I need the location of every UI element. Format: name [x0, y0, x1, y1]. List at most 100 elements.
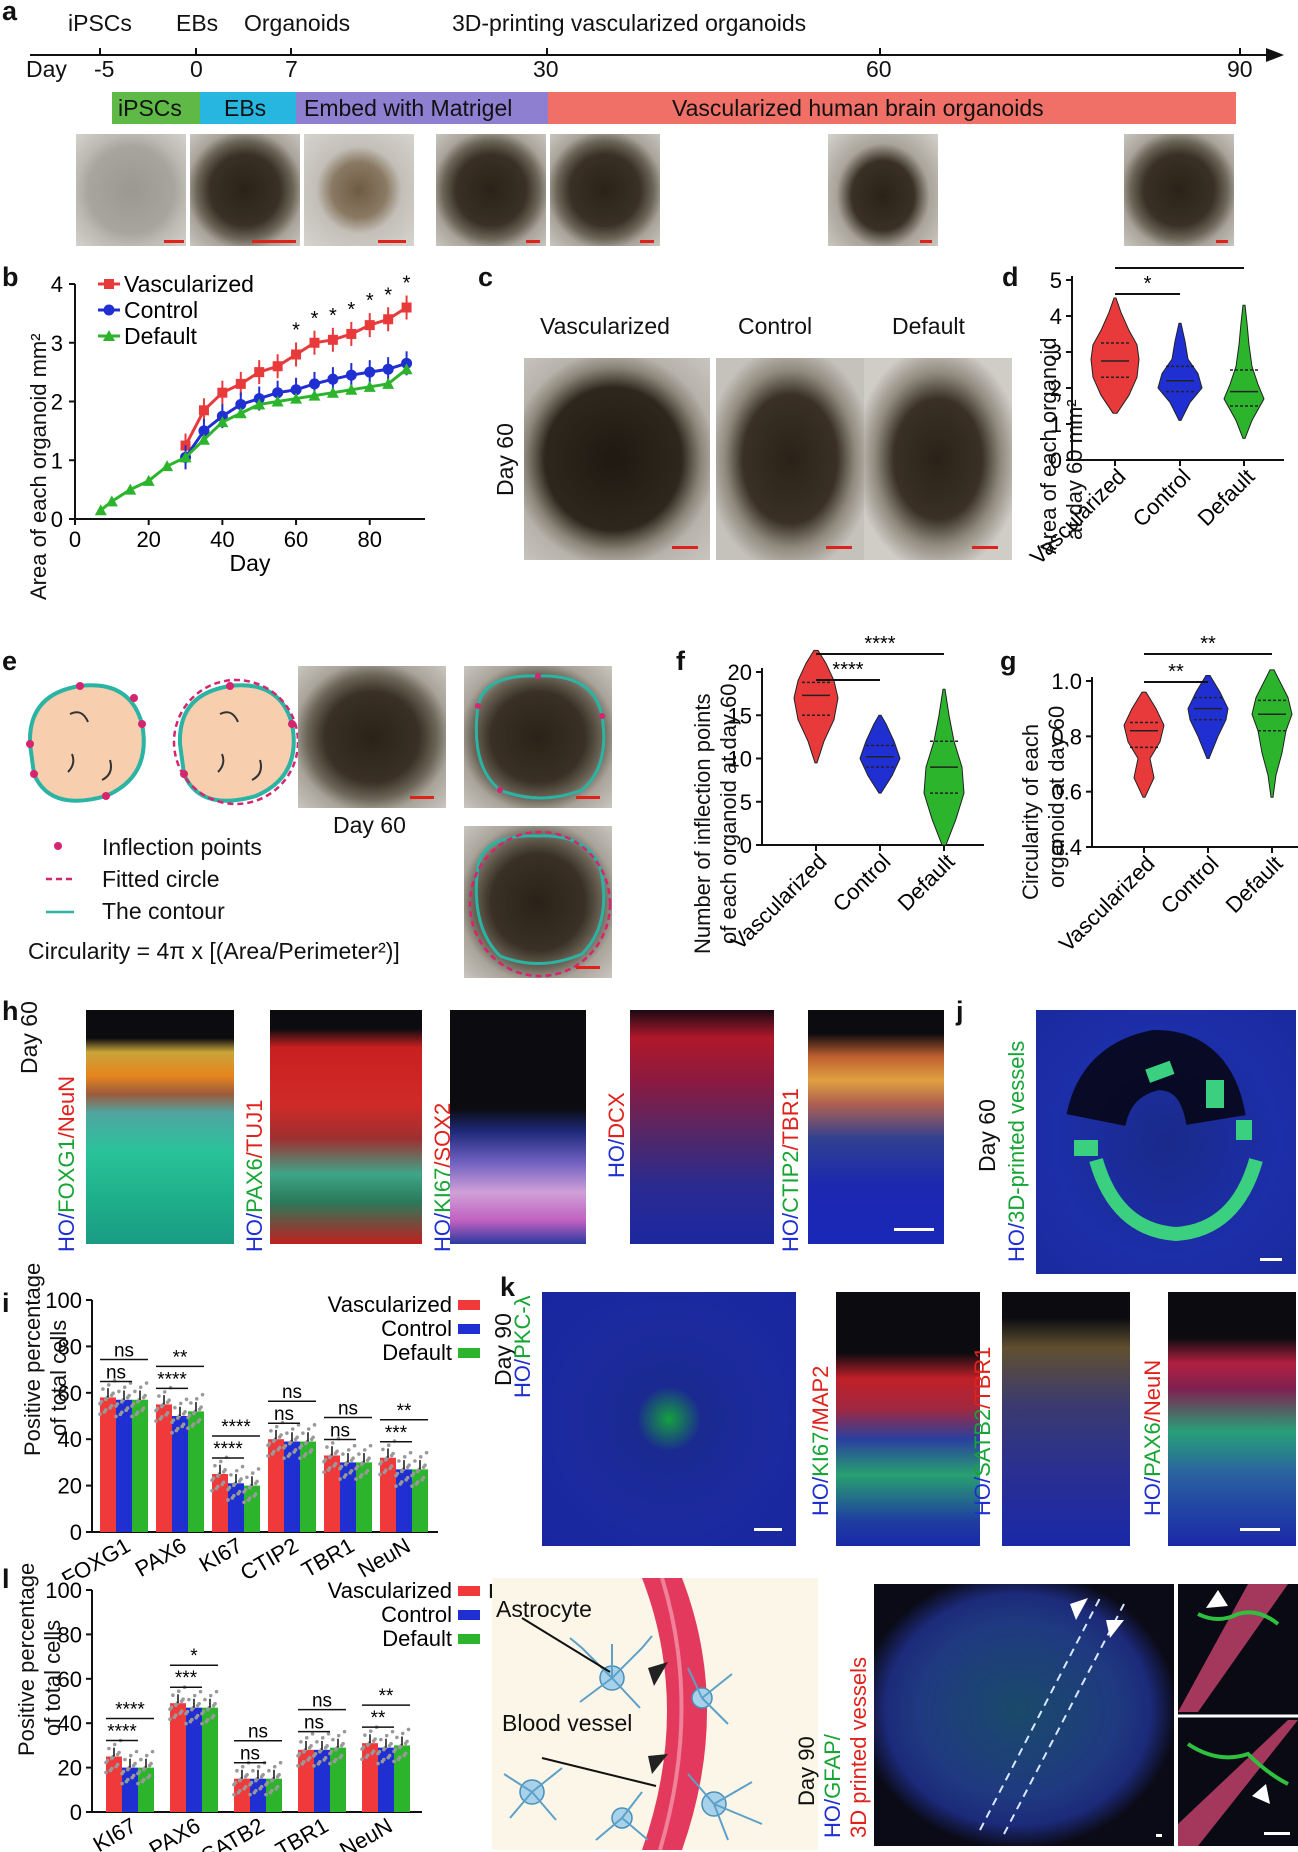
panel-label-e: e: [2, 646, 18, 676]
panel-j-row-label: Day 60: [974, 1099, 1000, 1172]
significance-label: ns: [248, 1722, 268, 1743]
data-dot: [232, 1792, 236, 1797]
data-dot: [380, 1759, 385, 1764]
data-point: [197, 433, 210, 445]
chart-g-ylabel-1: Circularity of each: [1018, 723, 1043, 900]
micrograph-day60: [828, 134, 938, 246]
data-dot: [376, 1761, 380, 1766]
data-dot: [226, 1498, 230, 1502]
data-dot: [322, 1470, 326, 1474]
data-dot: [187, 1697, 191, 1702]
data-dot: [386, 1755, 390, 1760]
legend-label: Vascularized: [328, 1578, 452, 1603]
data-dot: [392, 1749, 396, 1754]
data-dot: [296, 1764, 300, 1768]
data-dot: [200, 1711, 204, 1716]
data-point: [272, 361, 283, 372]
data-dot: [174, 1703, 178, 1708]
bar-pax6-control: [172, 1416, 188, 1532]
data-dot: [259, 1774, 264, 1779]
data-dot: [180, 1424, 184, 1429]
micrograph-c-control: [716, 358, 864, 560]
data-dot: [98, 1412, 102, 1416]
significance-label: ns: [106, 1362, 126, 1383]
stage-vascularized: Vascularized human brain organoids: [548, 92, 1236, 124]
bar-ki67-default: [244, 1485, 260, 1532]
y-tick-label: 80: [58, 1622, 82, 1647]
fluor-k-satb2-tbr1: [1002, 1292, 1130, 1546]
data-dot: [210, 1715, 214, 1720]
data-dot: [168, 1707, 172, 1712]
data-dot: [382, 1747, 386, 1752]
legend-contour: The contour: [102, 898, 225, 924]
bar-ki67-vascularized: [106, 1756, 122, 1812]
data-dot: [339, 1743, 344, 1748]
data-dot: [232, 1483, 236, 1488]
data-dot: [331, 1737, 335, 1742]
data-dot: [307, 1746, 312, 1750]
significance-label: **: [371, 1708, 386, 1729]
data-dot: [214, 1689, 219, 1694]
data-dot: [126, 1767, 130, 1772]
data-dot: [338, 1466, 342, 1471]
significance-label: ns: [274, 1404, 294, 1425]
data-dot: [142, 1767, 146, 1772]
timeline-tick: 90: [1227, 56, 1253, 82]
data-dot: [272, 1439, 276, 1444]
y-tick-label: 20: [58, 1756, 82, 1781]
data-dot: [136, 1400, 140, 1404]
data-dot: [400, 1469, 404, 1474]
y-tick-label: 10: [728, 747, 752, 772]
chart-d-ylabel-1: Area of each organoid: [1036, 337, 1061, 555]
data-point: [271, 395, 284, 407]
data-dot: [269, 1429, 273, 1433]
bar-tbr1-vascularized: [298, 1749, 314, 1812]
data-dot: [198, 1689, 203, 1694]
data-dot: [128, 1753, 133, 1758]
x-axis-label: Day: [230, 550, 271, 576]
bar-tbr1-default: [330, 1747, 346, 1812]
data-dot: [112, 1742, 117, 1747]
legend-label: Default: [124, 323, 197, 349]
fluor-h-dcx: [630, 1010, 774, 1244]
data-dot: [130, 1775, 134, 1780]
data-dot: [264, 1792, 268, 1797]
data-dot: [109, 1393, 114, 1398]
data-dot: [104, 1770, 108, 1775]
data-dot: [138, 1385, 143, 1390]
panel-h-row-label: Day 60: [16, 1001, 42, 1074]
data-dot: [125, 1395, 130, 1400]
fluor-m-zoom: [1178, 1584, 1298, 1846]
data-dot: [402, 1753, 406, 1758]
data-dot: [134, 1749, 139, 1754]
data-dot: [398, 1745, 402, 1750]
data-dot: [108, 1768, 113, 1773]
data-dot: [404, 1478, 408, 1482]
data-dot: [190, 1707, 194, 1712]
data-dot: [328, 1761, 332, 1766]
y-tick-label: 0.8: [1051, 724, 1082, 749]
y-tick-label: 40: [58, 1711, 82, 1736]
data-dot: [296, 1754, 300, 1758]
label-astrocyte: Astrocyte: [496, 1596, 592, 1622]
fluor-h-ki67-sox2: [450, 1010, 586, 1244]
data-dot: [220, 1482, 224, 1487]
data-dot: [236, 1790, 241, 1795]
chart-f-violin: 05101520VascularizedControlDefault******…: [726, 636, 984, 954]
legend-marker: [103, 330, 115, 341]
bar-ki67-vascularized: [212, 1474, 228, 1532]
legend-label: Vascularized: [124, 271, 254, 297]
fluor-k-pax6-neun: [1168, 1292, 1296, 1546]
legend-swatch: [458, 1586, 480, 1596]
significance-label: ***: [385, 1423, 408, 1444]
stage-label: EBs: [224, 95, 267, 121]
data-dot: [194, 1397, 199, 1401]
chart-g-ylabel-2: organoid at day 60: [1044, 705, 1069, 888]
bar-ki67-control: [122, 1767, 138, 1812]
legend-swatch: [458, 1634, 480, 1644]
data-point: [235, 398, 247, 410]
data-dot: [258, 1786, 262, 1791]
data-dot: [338, 1477, 342, 1481]
data-dot: [114, 1414, 118, 1419]
data-point: [364, 320, 375, 331]
